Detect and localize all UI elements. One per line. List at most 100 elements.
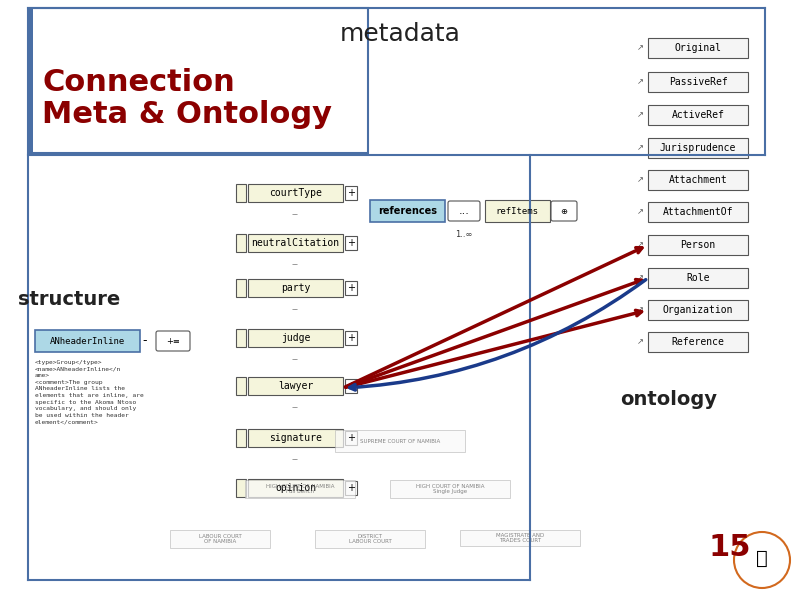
- FancyBboxPatch shape: [248, 479, 343, 497]
- Text: ↗: ↗: [637, 274, 643, 283]
- FancyBboxPatch shape: [248, 429, 343, 447]
- Text: ActiveRef: ActiveRef: [672, 110, 724, 120]
- FancyBboxPatch shape: [236, 184, 246, 202]
- Text: --: --: [292, 402, 299, 412]
- FancyBboxPatch shape: [245, 480, 355, 498]
- FancyBboxPatch shape: [648, 268, 748, 288]
- Text: 1..∞: 1..∞: [455, 230, 472, 239]
- Text: HIGH COURT OF NAMIBIA
Single Judge: HIGH COURT OF NAMIBIA Single Judge: [416, 484, 484, 494]
- Text: judge: judge: [281, 333, 310, 343]
- FancyBboxPatch shape: [648, 300, 748, 320]
- FancyBboxPatch shape: [28, 8, 368, 153]
- Text: 🎓: 🎓: [756, 549, 768, 568]
- Text: party: party: [281, 283, 310, 293]
- FancyBboxPatch shape: [485, 200, 550, 222]
- Text: +≡: +≡: [166, 337, 180, 346]
- Text: Attachment: Attachment: [669, 175, 727, 185]
- Text: ↗: ↗: [637, 143, 643, 152]
- FancyBboxPatch shape: [236, 479, 246, 497]
- Text: ↗: ↗: [637, 337, 643, 346]
- FancyBboxPatch shape: [248, 279, 343, 297]
- Text: Connection: Connection: [42, 68, 235, 97]
- Text: Person: Person: [680, 240, 715, 250]
- FancyBboxPatch shape: [170, 530, 270, 548]
- Text: +: +: [347, 333, 355, 343]
- Text: Role: Role: [686, 273, 710, 283]
- FancyBboxPatch shape: [648, 332, 748, 352]
- Text: ↗: ↗: [637, 305, 643, 315]
- Text: ...: ...: [459, 206, 469, 216]
- Text: +: +: [347, 188, 355, 198]
- FancyBboxPatch shape: [248, 377, 343, 395]
- Text: references: references: [378, 206, 437, 216]
- FancyBboxPatch shape: [345, 331, 357, 345]
- Text: HIGH COURT OF NAMIBIA
Full Bench: HIGH COURT OF NAMIBIA Full Bench: [266, 484, 334, 494]
- FancyBboxPatch shape: [648, 138, 748, 158]
- Text: ANheaderInline: ANheaderInline: [50, 337, 125, 346]
- FancyBboxPatch shape: [460, 530, 580, 546]
- Text: --: --: [292, 454, 299, 464]
- Text: Meta & Ontology: Meta & Ontology: [42, 100, 332, 129]
- FancyBboxPatch shape: [345, 281, 357, 295]
- Text: ↗: ↗: [637, 111, 643, 120]
- Text: --: --: [292, 259, 299, 269]
- Text: Organization: Organization: [663, 305, 733, 315]
- Text: PassiveRef: PassiveRef: [669, 77, 727, 87]
- Text: SUPREME COURT OF NAMIBIA: SUPREME COURT OF NAMIBIA: [360, 439, 440, 443]
- Text: ontology: ontology: [620, 390, 717, 409]
- Text: Original: Original: [674, 43, 722, 53]
- Text: signature: signature: [269, 433, 322, 443]
- FancyBboxPatch shape: [236, 234, 246, 252]
- FancyBboxPatch shape: [345, 431, 357, 445]
- Text: ↗: ↗: [637, 77, 643, 86]
- Text: +: +: [347, 238, 355, 248]
- FancyBboxPatch shape: [35, 330, 140, 352]
- FancyBboxPatch shape: [648, 38, 748, 58]
- Text: refItems: refItems: [495, 206, 538, 215]
- Text: Jurisprudence: Jurisprudence: [660, 143, 736, 153]
- Text: structure: structure: [18, 290, 120, 309]
- FancyBboxPatch shape: [335, 430, 465, 452]
- FancyBboxPatch shape: [345, 236, 357, 250]
- FancyBboxPatch shape: [648, 202, 748, 222]
- Text: ↗: ↗: [637, 43, 643, 52]
- Text: <type>Group</type>
<name>ANheaderInline</n
ame>
<comment>The group
ANheaderInlin: <type>Group</type> <name>ANheaderInline<…: [35, 360, 144, 424]
- Text: lawyer: lawyer: [278, 381, 313, 391]
- FancyBboxPatch shape: [648, 72, 748, 92]
- Text: neutralCitation: neutralCitation: [252, 238, 340, 248]
- Text: opinion: opinion: [275, 483, 316, 493]
- FancyBboxPatch shape: [551, 201, 577, 221]
- Text: Reference: Reference: [672, 337, 724, 347]
- FancyBboxPatch shape: [345, 481, 357, 495]
- FancyBboxPatch shape: [248, 234, 343, 252]
- FancyBboxPatch shape: [236, 429, 246, 447]
- FancyBboxPatch shape: [345, 379, 357, 393]
- Text: ↗: ↗: [637, 240, 643, 249]
- FancyBboxPatch shape: [370, 200, 445, 222]
- FancyBboxPatch shape: [345, 186, 357, 200]
- Text: -: -: [143, 334, 147, 347]
- FancyBboxPatch shape: [648, 170, 748, 190]
- Text: ⊕: ⊕: [561, 206, 568, 215]
- FancyBboxPatch shape: [448, 201, 480, 221]
- Text: metadata: metadata: [340, 22, 461, 46]
- FancyBboxPatch shape: [248, 329, 343, 347]
- Text: +: +: [347, 483, 355, 493]
- Text: courtType: courtType: [269, 188, 322, 198]
- FancyBboxPatch shape: [648, 105, 748, 125]
- Text: +: +: [347, 381, 355, 391]
- Text: +: +: [347, 283, 355, 293]
- Text: --: --: [292, 354, 299, 364]
- FancyBboxPatch shape: [28, 8, 33, 153]
- FancyBboxPatch shape: [236, 377, 246, 395]
- Text: ↗: ↗: [637, 208, 643, 217]
- Text: AttachmentOf: AttachmentOf: [663, 207, 733, 217]
- Text: DISTRICT
LABOUR COURT: DISTRICT LABOUR COURT: [349, 534, 391, 544]
- FancyBboxPatch shape: [390, 480, 510, 498]
- Text: ↗: ↗: [637, 176, 643, 184]
- Text: --: --: [292, 304, 299, 314]
- FancyBboxPatch shape: [648, 235, 748, 255]
- FancyBboxPatch shape: [236, 279, 246, 297]
- Text: MAGISTRATE AND
TRADES COURT: MAGISTRATE AND TRADES COURT: [496, 533, 544, 543]
- Text: --: --: [292, 209, 299, 219]
